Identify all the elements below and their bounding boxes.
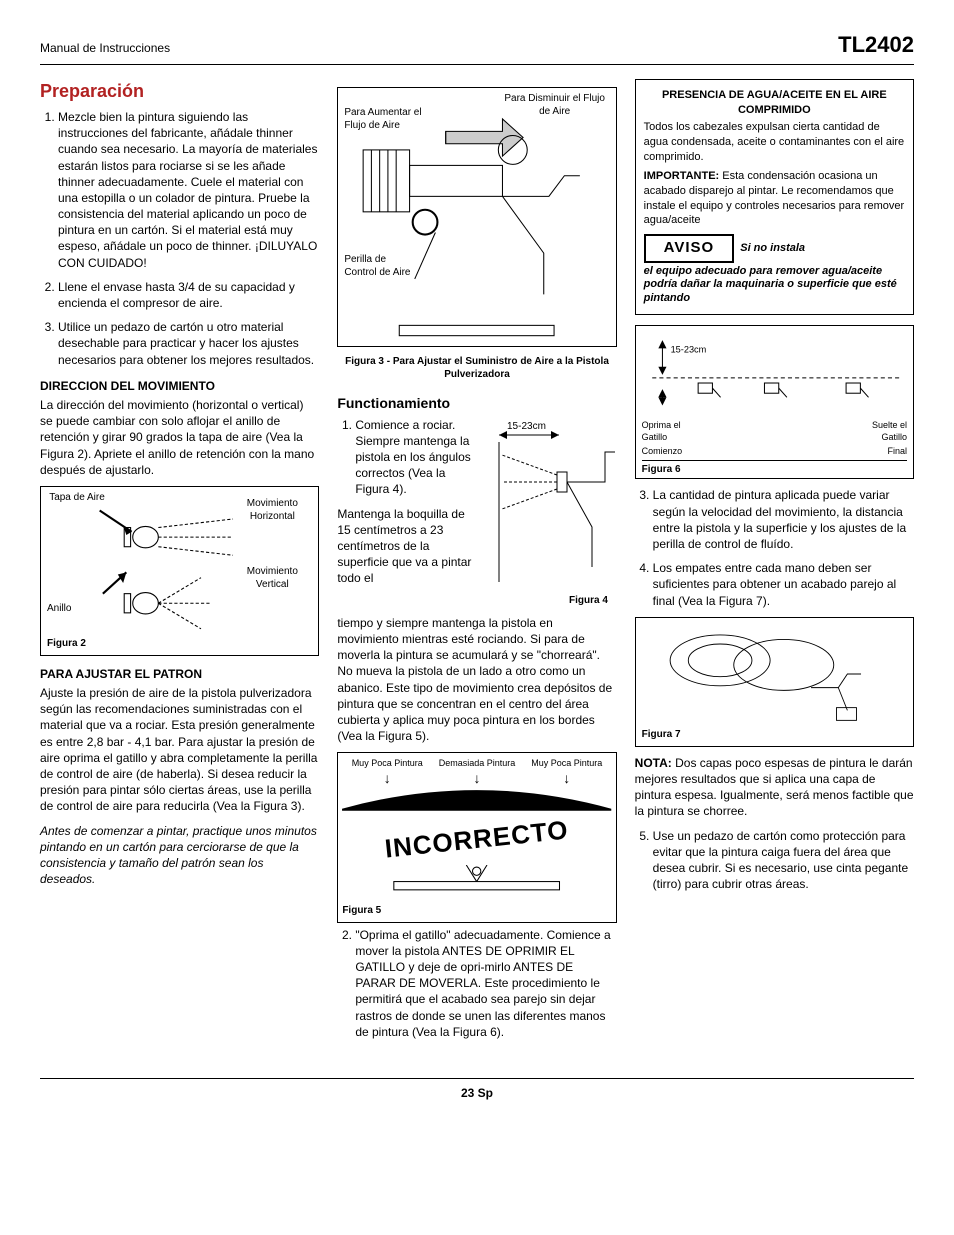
arrow-down-icon: ↓ xyxy=(563,770,570,786)
fig6-diagram: 15-23cm xyxy=(642,332,907,414)
func-list-2: "Oprima el gatillo" adecuadamente. Comie… xyxy=(337,927,616,1040)
aviso-row: AVISO Si no instala xyxy=(644,234,905,262)
fig4-diagram: 15-23cm Figura 4 xyxy=(487,417,617,607)
box-importante: IMPORTANTE: Esta condensación ocasiona u… xyxy=(644,169,905,228)
direccion-heading: DIRECCION DEL MOVIMIENTO xyxy=(40,378,319,394)
func-item-1c: tiempo y siempre mantenga la pistola en … xyxy=(337,615,616,745)
fig7-diagram xyxy=(642,624,907,724)
header-left: Manual de Instrucciones xyxy=(40,40,170,56)
box-p1: Todos los cabezales expulsan cierta cant… xyxy=(644,120,905,165)
figura-4: 15-23cm Figura 4 xyxy=(487,417,617,611)
fig2-diagram xyxy=(41,487,318,647)
func-item-4: Los empates entre cada mano deben ser su… xyxy=(653,560,914,609)
fig3-caption: Figura 3 - Para Ajustar el Suministro de… xyxy=(337,355,616,382)
importante-label: IMPORTANTE: xyxy=(644,170,720,182)
aviso-badge: AVISO xyxy=(644,234,735,262)
column-2: Para Aumentar el Flujo de Aire Para Dism… xyxy=(337,79,616,1048)
fig4-caption: Figura 4 xyxy=(569,595,608,606)
arrow-down-icon: ↓ xyxy=(384,770,391,786)
fig5-labels: Muy Poca Pintura ↓ Demasiada Pintura ↓ Muy… xyxy=(342,757,611,788)
fig6-comienzo: Comienzo xyxy=(642,445,683,457)
func-item-3: La cantidad de pintura aplicada puede va… xyxy=(653,487,914,552)
functionamiento-title: Functionamiento xyxy=(337,394,616,413)
figura-7: Figura 7 xyxy=(635,617,914,747)
nota-label: NOTA: xyxy=(635,756,672,770)
prep-item-3: Utilice un pedazo de cartón u otro mater… xyxy=(58,319,319,368)
fig2-caption: Figura 2 xyxy=(47,637,86,651)
aviso-side: Si no instala xyxy=(740,242,805,254)
figura-5: Muy Poca Pintura ↓ Demasiada Pintura ↓ Muy… xyxy=(337,752,616,922)
fig3-diagram xyxy=(338,88,615,346)
fig5-caption: Figura 5 xyxy=(342,904,611,918)
fig6-oprima: Oprima el Gatillo xyxy=(642,419,702,443)
func-list-3: La cantidad de pintura aplicada puede va… xyxy=(635,487,914,608)
column-1: Preparación Mezcle bien la pintura sigui… xyxy=(40,79,319,1048)
fig5-l1: Muy Poca Pintura xyxy=(352,758,423,768)
main-columns: Preparación Mezcle bien la pintura sigui… xyxy=(40,79,914,1048)
fig6-caption: Figura 6 xyxy=(642,460,907,477)
preparacion-title: Preparación xyxy=(40,79,319,103)
header-right: TL2402 xyxy=(838,30,914,60)
box-title: PRESENCIA DE AGUA/ACEITE EN EL AIRE COMP… xyxy=(644,88,905,118)
fig6-suelte: Suelte el Gatillo xyxy=(847,419,907,443)
figura-2: Tapa de Aire Movimiento Horizontal Movim… xyxy=(40,486,319,656)
prep-item-2: Llene el envase hasta 3/4 de su capacida… xyxy=(58,279,319,311)
fig4-dist: 15-23cm xyxy=(507,421,546,432)
fig5-word: INCORRECTO xyxy=(341,808,613,871)
arrow-down-icon: ↓ xyxy=(474,770,481,786)
func-block-1: 15-23cm Figura 4 Comience a rociar. Siem… xyxy=(337,417,616,615)
svg-text:15-23cm: 15-23cm xyxy=(670,344,706,354)
fig5-l3: Muy Poca Pintura xyxy=(531,758,602,768)
page-header: Manual de Instrucciones TL2402 xyxy=(40,30,914,65)
practice-note: Antes de comenzar a pintar, practique un… xyxy=(40,823,319,888)
fig6-final: Final xyxy=(887,445,907,457)
figura-6: 15-23cm Oprima el Gatillo Suelte el Gati… xyxy=(635,325,914,480)
preparacion-list: Mezcle bien la pintura siguiendo las ins… xyxy=(40,109,319,368)
patron-heading: PARA AJUSTAR EL PATRON xyxy=(40,666,319,682)
func-item-5: Use un pedazo de cartón como protección … xyxy=(653,828,914,893)
column-3: PRESENCIA DE AGUA/ACEITE EN EL AIRE COMP… xyxy=(635,79,914,1048)
nota-text: Dos capas poco espesas de pintura le dar… xyxy=(635,756,914,819)
nota-paragraph: NOTA: Dos capas poco espesas de pintura … xyxy=(635,755,914,820)
func-list-5: Use un pedazo de cartón como protección … xyxy=(635,828,914,893)
func-item-2: "Oprima el gatillo" adecuadamente. Comie… xyxy=(355,927,616,1040)
aviso-text: el equipo adecuado para remover agua/ace… xyxy=(644,265,905,306)
fig7-caption: Figura 7 xyxy=(642,728,681,742)
fig5-gun xyxy=(342,865,611,896)
page-footer: 23 Sp xyxy=(40,1078,914,1101)
prep-item-1: Mezcle bien la pintura siguiendo las ins… xyxy=(58,109,319,271)
patron-text: Ajuste la presión de aire de la pistola … xyxy=(40,685,319,815)
direccion-text: La dirección del movimiento (horizontal … xyxy=(40,397,319,478)
fig5-l2: Demasiada Pintura xyxy=(439,758,516,768)
agua-aceite-box: PRESENCIA DE AGUA/ACEITE EN EL AIRE COMP… xyxy=(635,79,914,315)
fig5-bar xyxy=(342,788,611,811)
figura-3: Para Aumentar el Flujo de Aire Para Dism… xyxy=(337,87,616,347)
